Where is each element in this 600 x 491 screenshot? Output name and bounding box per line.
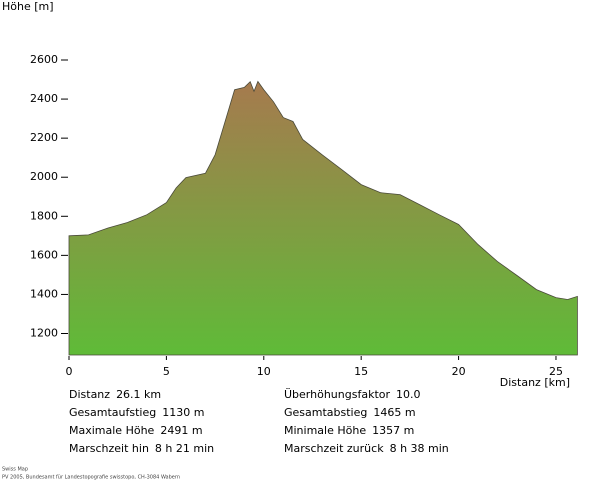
footer: PV 2005, Bundesamt für Landestopografie … — [2, 475, 180, 481]
stat: Marschzeit zurück 8 h 38 min — [284, 442, 449, 455]
stat: Gesamtabstieg 1465 m — [284, 406, 416, 419]
stat-label: Gesamtabstieg — [284, 406, 367, 419]
stat-label: Distanz — [69, 388, 110, 401]
stat-value: 8 h 21 min — [155, 442, 214, 455]
x-tick-label: 5 — [163, 365, 170, 378]
y-tick-label: 2400 — [30, 92, 58, 105]
y-axis-label: Höhe [m] — [2, 0, 54, 13]
x-tick-label: 10 — [257, 365, 271, 378]
stat: Distanz 26.1 km — [69, 388, 161, 401]
stat-label: Minimale Höhe — [284, 424, 366, 437]
stat-value: 10.0 — [396, 388, 421, 401]
y-tick-label: 2200 — [30, 131, 58, 144]
y-tick-label: 1400 — [30, 287, 58, 300]
elevation-area — [68, 80, 578, 356]
x-tick-label: 25 — [549, 365, 563, 378]
stat: Maximale Höhe 2491 m — [69, 424, 203, 437]
stat: Minimale Höhe 1357 m — [284, 424, 414, 437]
y-tick-label: 1600 — [30, 248, 58, 261]
stat-label: Marschzeit hin — [69, 442, 149, 455]
y-tick-label: 2600 — [30, 53, 58, 66]
x-tick-label: 0 — [66, 365, 73, 378]
x-axis-label: Distanz [km] — [500, 376, 570, 389]
stat: Marschzeit hin 8 h 21 min — [69, 442, 214, 455]
stat-value: 2491 m — [160, 424, 202, 437]
y-tick-label: 1800 — [30, 209, 58, 222]
stat-value: 1465 m — [373, 406, 415, 419]
stat: Überhöhungsfaktor 10.0 — [284, 388, 421, 401]
stat: Gesamtaufstieg 1130 m — [69, 406, 204, 419]
stat-value: 8 h 38 min — [390, 442, 449, 455]
stat-value: 1357 m — [372, 424, 414, 437]
stat-label: Marschzeit zurück — [284, 442, 384, 455]
stat-value: 26.1 km — [116, 388, 161, 401]
stat-label: Überhöhungsfaktor — [284, 388, 390, 401]
y-tick-label: 2000 — [30, 170, 58, 183]
footer: Swiss Map — [2, 467, 28, 473]
y-tick-label: 1200 — [30, 327, 58, 340]
stat-value: 1130 m — [162, 406, 204, 419]
x-tick-label: 15 — [354, 365, 368, 378]
stat-label: Maximale Höhe — [69, 424, 155, 437]
x-tick-label: 20 — [452, 365, 466, 378]
stat-label: Gesamtaufstieg — [69, 406, 156, 419]
